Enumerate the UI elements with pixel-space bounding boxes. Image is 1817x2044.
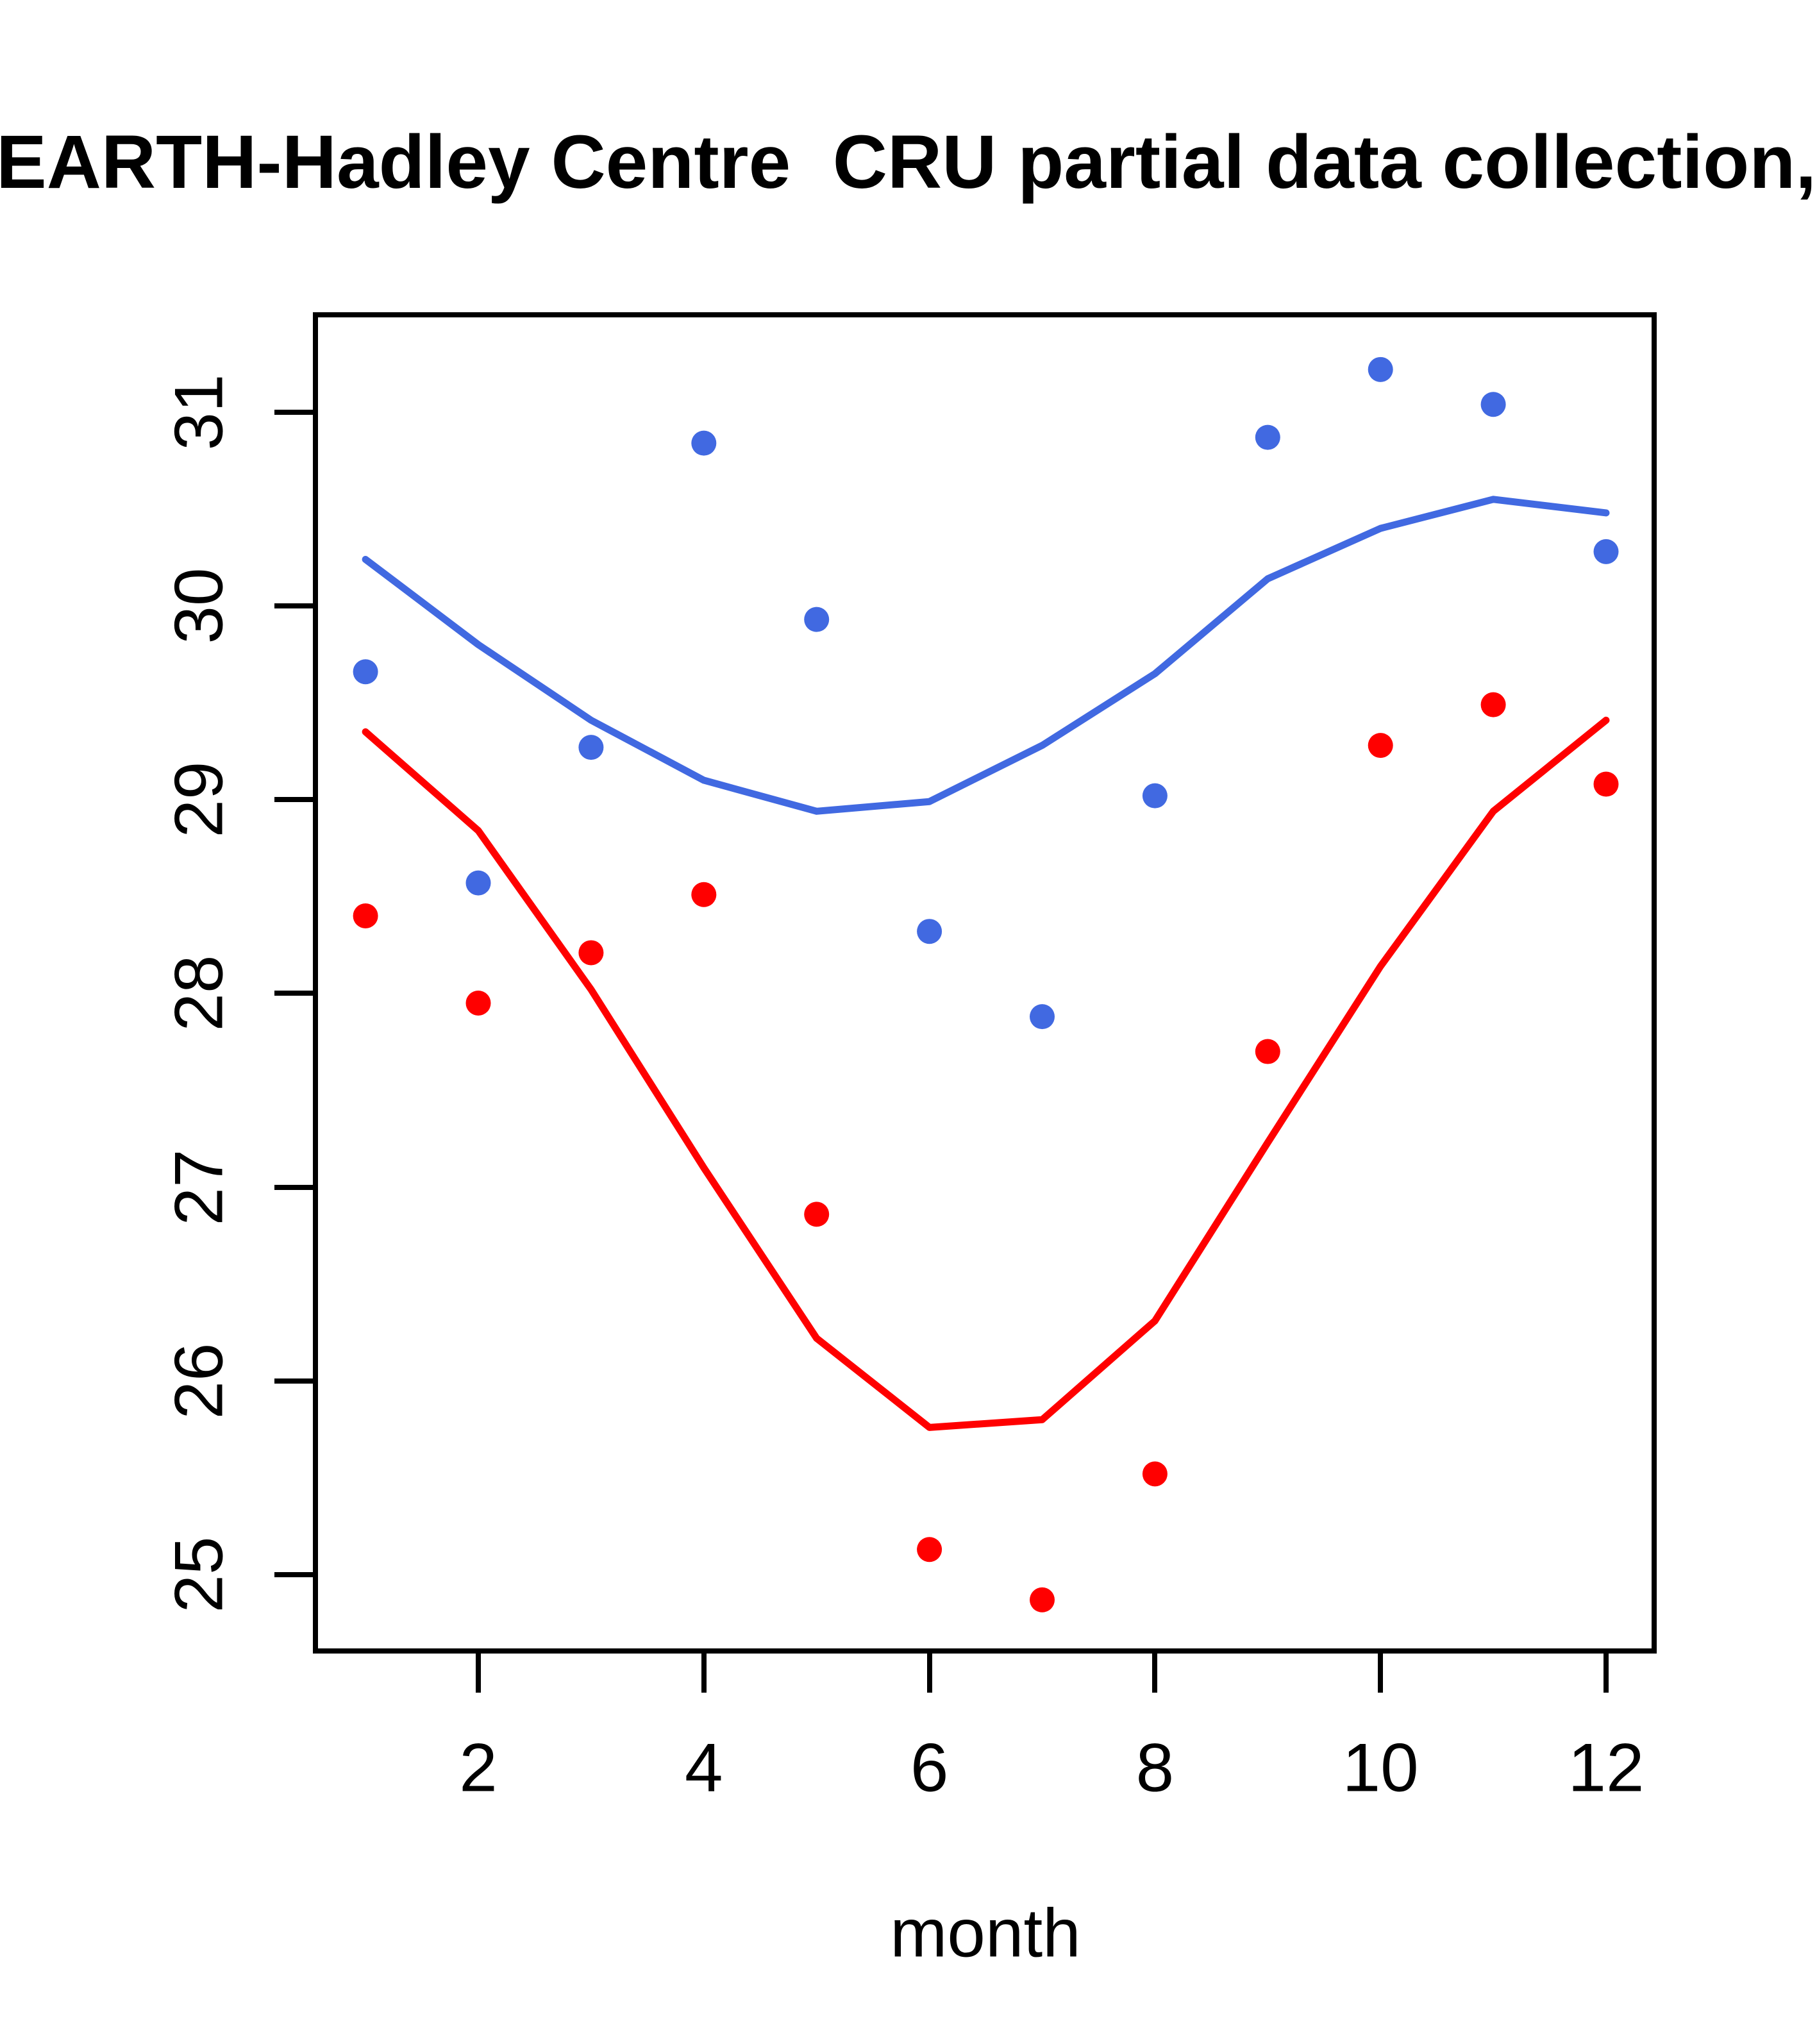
y-axis-tick-26 — [274, 1378, 315, 1384]
y-axis-tick-31 — [274, 409, 315, 415]
y-axis-tick-25 — [274, 1572, 315, 1577]
y-axis-tick-28 — [274, 991, 315, 996]
chart-title: EARTH-Hadley Centre CRU partial data col… — [0, 120, 1817, 205]
x-axis-tick-8 — [1152, 1651, 1158, 1693]
red-fit-line — [362, 716, 1610, 1431]
x-axis-tick-label-10: 10 — [1342, 1729, 1419, 1806]
x-axis-tick-2 — [476, 1651, 481, 1693]
y-axis-tick-label-26: 26 — [160, 1343, 237, 1420]
blue-point-m10 — [1368, 356, 1393, 382]
x-axis-tick-12 — [1603, 1651, 1609, 1693]
red-point-m4 — [691, 882, 717, 907]
blue-point-m8 — [1142, 783, 1168, 808]
blue-point-m12 — [1593, 539, 1619, 564]
blue-point-m9 — [1255, 424, 1280, 450]
plot-box — [313, 312, 1657, 1654]
blue-point-m6 — [917, 919, 942, 944]
red-point-m3 — [578, 940, 604, 966]
red-point-m9 — [1255, 1039, 1280, 1064]
blue-point-m2 — [465, 870, 491, 896]
red-point-m1 — [353, 903, 378, 929]
x-axis-tick-10 — [1378, 1651, 1384, 1693]
y-axis-tick-30 — [274, 603, 315, 608]
y-axis-tick-label-28: 28 — [160, 955, 237, 1032]
x-axis-tick-label-2: 2 — [459, 1729, 498, 1806]
red-point-m5 — [804, 1202, 830, 1227]
x-axis-tick-4 — [701, 1651, 707, 1693]
red-point-m12 — [1593, 771, 1619, 797]
x-axis-tick-label-6: 6 — [910, 1729, 949, 1806]
red-point-m8 — [1142, 1461, 1168, 1487]
y-axis-tick-29 — [274, 797, 315, 803]
y-axis-tick-label-31: 31 — [160, 374, 237, 451]
y-axis-tick-label-25: 25 — [160, 1536, 237, 1613]
x-axis-title: month — [890, 1894, 1081, 1972]
x-axis-tick-label-8: 8 — [1135, 1729, 1175, 1806]
x-axis-tick-label-4: 4 — [685, 1729, 723, 1806]
blue-point-m5 — [804, 607, 830, 632]
red-point-m2 — [465, 991, 491, 1016]
blue-fit-line — [362, 496, 1610, 815]
y-axis-tick-label-30: 30 — [160, 567, 237, 644]
red-point-m7 — [1030, 1587, 1055, 1613]
red-point-m11 — [1480, 692, 1506, 717]
y-axis-tick-label-27: 27 — [160, 1149, 237, 1226]
y-axis-tick-27 — [274, 1184, 315, 1190]
red-point-m6 — [917, 1537, 942, 1562]
blue-point-m3 — [578, 735, 604, 760]
blue-point-m4 — [691, 430, 717, 456]
blue-point-m7 — [1030, 1004, 1055, 1030]
x-axis-tick-label-12: 12 — [1568, 1729, 1645, 1806]
blue-point-m1 — [353, 659, 378, 685]
x-axis-tick-6 — [926, 1651, 932, 1693]
y-axis-tick-label-29: 29 — [160, 761, 237, 838]
red-point-m10 — [1368, 733, 1393, 758]
blue-point-m11 — [1480, 392, 1506, 417]
plot-canvas — [353, 356, 1619, 1613]
